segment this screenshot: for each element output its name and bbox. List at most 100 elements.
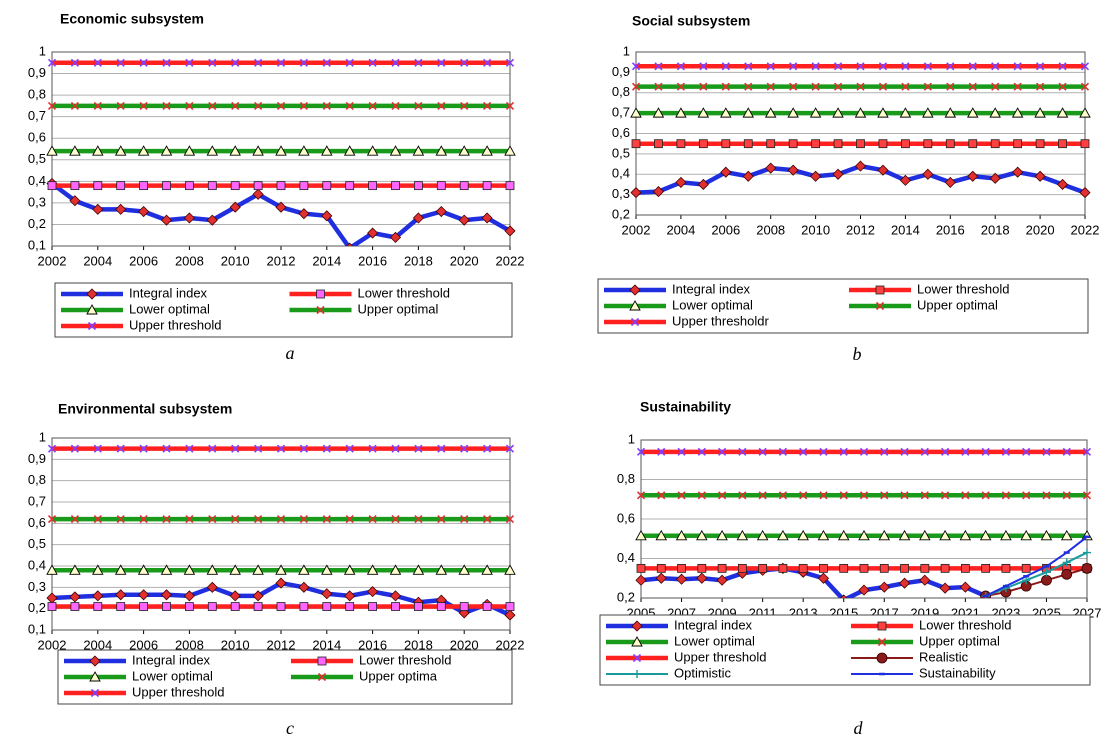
marker <box>368 602 378 611</box>
marker <box>961 447 970 456</box>
marker <box>414 58 423 67</box>
x-tick-label: 2002 <box>622 222 651 237</box>
marker <box>811 82 820 91</box>
y-tick-label: 0,2 <box>612 206 630 221</box>
marker <box>654 82 663 91</box>
marker <box>389 590 402 602</box>
marker <box>877 107 889 118</box>
marker <box>920 447 929 456</box>
marker <box>90 688 100 698</box>
marker <box>878 82 888 91</box>
marker <box>412 564 425 575</box>
marker <box>819 491 828 500</box>
legend-label: Upper threshold <box>132 684 225 699</box>
marker <box>208 515 217 524</box>
marker <box>839 491 848 500</box>
marker <box>69 145 81 156</box>
marker <box>787 164 799 176</box>
marker <box>317 672 327 682</box>
marker <box>391 58 400 67</box>
marker <box>322 101 331 110</box>
marker <box>858 584 870 596</box>
marker <box>939 582 951 594</box>
y-tick-label: 0,3 <box>28 579 46 594</box>
chart-title: Environmental subsystem <box>58 401 232 417</box>
marker <box>391 101 400 110</box>
y-tick-label: 0,7 <box>612 105 630 120</box>
marker <box>696 572 708 584</box>
marker <box>298 208 310 220</box>
marker <box>231 101 240 110</box>
marker <box>322 181 332 191</box>
marker <box>317 656 327 666</box>
marker <box>697 563 707 573</box>
legend-box <box>57 649 513 705</box>
marker <box>961 491 970 500</box>
marker <box>229 145 241 156</box>
marker <box>367 586 379 598</box>
marker <box>832 168 844 180</box>
marker <box>1081 562 1093 574</box>
marker <box>1001 491 1010 500</box>
marker <box>677 563 686 573</box>
marker <box>116 101 125 110</box>
marker <box>460 101 469 110</box>
legend: Integral index Lower threshold Lower optim… <box>54 282 513 338</box>
x-tick-label: 2022 <box>496 253 525 268</box>
marker <box>990 139 1000 149</box>
y-tick-label: 1 <box>39 429 46 444</box>
marker <box>657 447 666 456</box>
marker <box>93 444 102 453</box>
x-tick-label: 2018 <box>981 222 1010 237</box>
marker <box>345 181 355 191</box>
marker <box>482 181 492 191</box>
marker <box>630 317 640 327</box>
marker <box>737 563 747 573</box>
marker <box>69 195 81 207</box>
legend-label: Upper threshold <box>129 317 222 332</box>
marker <box>458 214 470 226</box>
marker <box>655 572 667 584</box>
marker <box>162 58 171 67</box>
series-line <box>985 551 1088 597</box>
legend-label: Integral index <box>674 617 753 632</box>
y-tick-label: 0,1 <box>28 237 46 252</box>
marker <box>981 563 991 573</box>
marker <box>139 101 148 110</box>
marker <box>1079 187 1091 199</box>
marker <box>89 655 101 667</box>
marker <box>1041 574 1052 586</box>
marker <box>1040 529 1053 541</box>
marker <box>758 491 767 500</box>
marker <box>1013 82 1022 91</box>
marker <box>721 139 731 149</box>
marker <box>716 529 728 541</box>
marker <box>922 168 934 180</box>
marker <box>777 529 789 541</box>
marker <box>654 139 663 149</box>
marker <box>206 145 219 156</box>
marker <box>1034 107 1046 118</box>
x-tick-label: 2008 <box>756 222 785 237</box>
marker <box>968 62 977 71</box>
marker <box>483 101 492 110</box>
marker <box>322 515 331 524</box>
marker <box>1022 491 1031 500</box>
marker <box>46 564 58 575</box>
panel-caption: c <box>286 718 294 738</box>
marker <box>810 170 822 182</box>
marker <box>677 491 686 500</box>
marker <box>137 145 150 156</box>
marker <box>252 564 264 575</box>
marker <box>299 58 308 67</box>
marker <box>696 529 708 541</box>
marker <box>817 572 830 584</box>
y-tick-label: 0,7 <box>28 108 46 123</box>
marker <box>322 444 331 453</box>
marker <box>345 58 354 67</box>
marker <box>960 563 970 573</box>
marker <box>923 62 932 71</box>
marker <box>368 101 377 110</box>
marker <box>391 444 400 453</box>
marker <box>630 107 642 118</box>
